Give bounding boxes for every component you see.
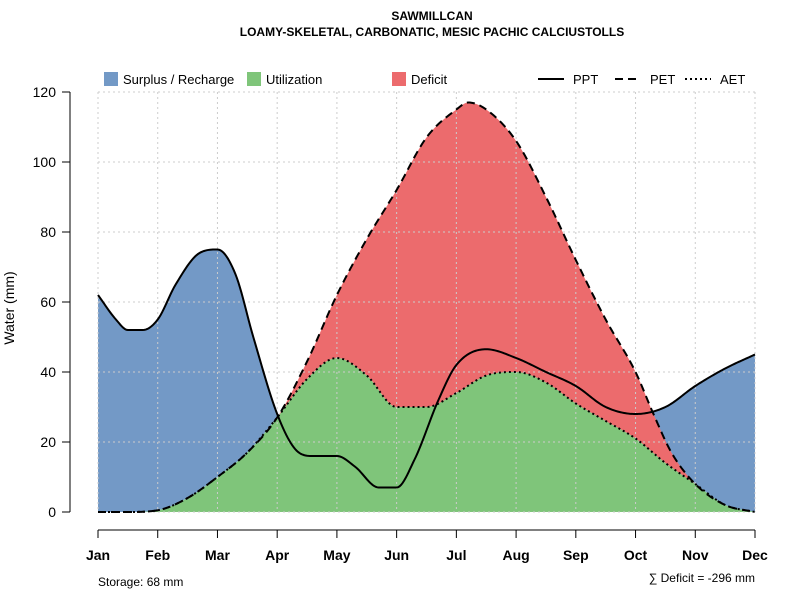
legend-swatch xyxy=(392,72,406,86)
y-tick-label: 80 xyxy=(40,224,56,240)
x-tick-label: Jul xyxy=(446,547,466,563)
x-tick-label: Feb xyxy=(145,547,170,563)
y-axis-label: Water (mm) xyxy=(1,271,17,344)
axes-layer: 0 20 40 60 80 100 120 Jan Feb Mar Apr May Jun Jul Aug S… xyxy=(33,84,768,563)
chart-title: SAWMILLCAN xyxy=(391,9,472,23)
chart-subtitle: LOAMY-SKELETAL, CARBONATIC, MESIC PACHIC… xyxy=(240,25,624,39)
deficit-area xyxy=(98,102,755,512)
areas-layer xyxy=(98,102,755,512)
aet-line xyxy=(98,356,756,513)
y-tick-label: 0 xyxy=(48,504,56,520)
legend-label: PET xyxy=(650,72,675,87)
x-tick-label: Aug xyxy=(502,547,529,563)
x-tick-label: Apr xyxy=(265,547,290,563)
y-tick-label: 100 xyxy=(33,154,57,170)
legend-label: Surplus / Recharge xyxy=(123,72,234,87)
legend-label: Utilization xyxy=(266,72,322,87)
x-tick-label: Sep xyxy=(563,547,589,563)
x-tick-label: May xyxy=(323,547,350,563)
y-tick-label: 20 xyxy=(40,434,56,450)
legend: Surplus / Recharge Utilization Deficit PPT P… xyxy=(104,72,745,87)
utilization-area xyxy=(98,358,755,512)
legend-label: AET xyxy=(720,72,745,87)
x-tick-label: Jun xyxy=(384,547,409,563)
surplus-area xyxy=(98,249,755,512)
lines-layer xyxy=(97,101,756,513)
x-tick-label: Nov xyxy=(682,547,709,563)
legend-label: Deficit xyxy=(411,72,448,87)
y-tick-label: 40 xyxy=(40,364,56,380)
legend-swatch xyxy=(247,72,261,86)
ppt-line xyxy=(97,248,756,489)
deficit-annotation: ∑ Deficit = -296 mm xyxy=(649,571,755,585)
x-tick-label: Dec xyxy=(742,547,768,563)
y-tick-label: 120 xyxy=(33,84,57,100)
grid-layer xyxy=(97,91,756,513)
x-tick-label: Oct xyxy=(624,547,648,563)
x-tick-label: Jan xyxy=(86,547,110,563)
x-tick-label: Mar xyxy=(205,547,230,563)
y-tick-label: 60 xyxy=(40,294,56,310)
legend-swatch xyxy=(104,72,118,86)
legend-label: PPT xyxy=(573,72,598,87)
storage-annotation: Storage: 68 mm xyxy=(98,575,183,589)
